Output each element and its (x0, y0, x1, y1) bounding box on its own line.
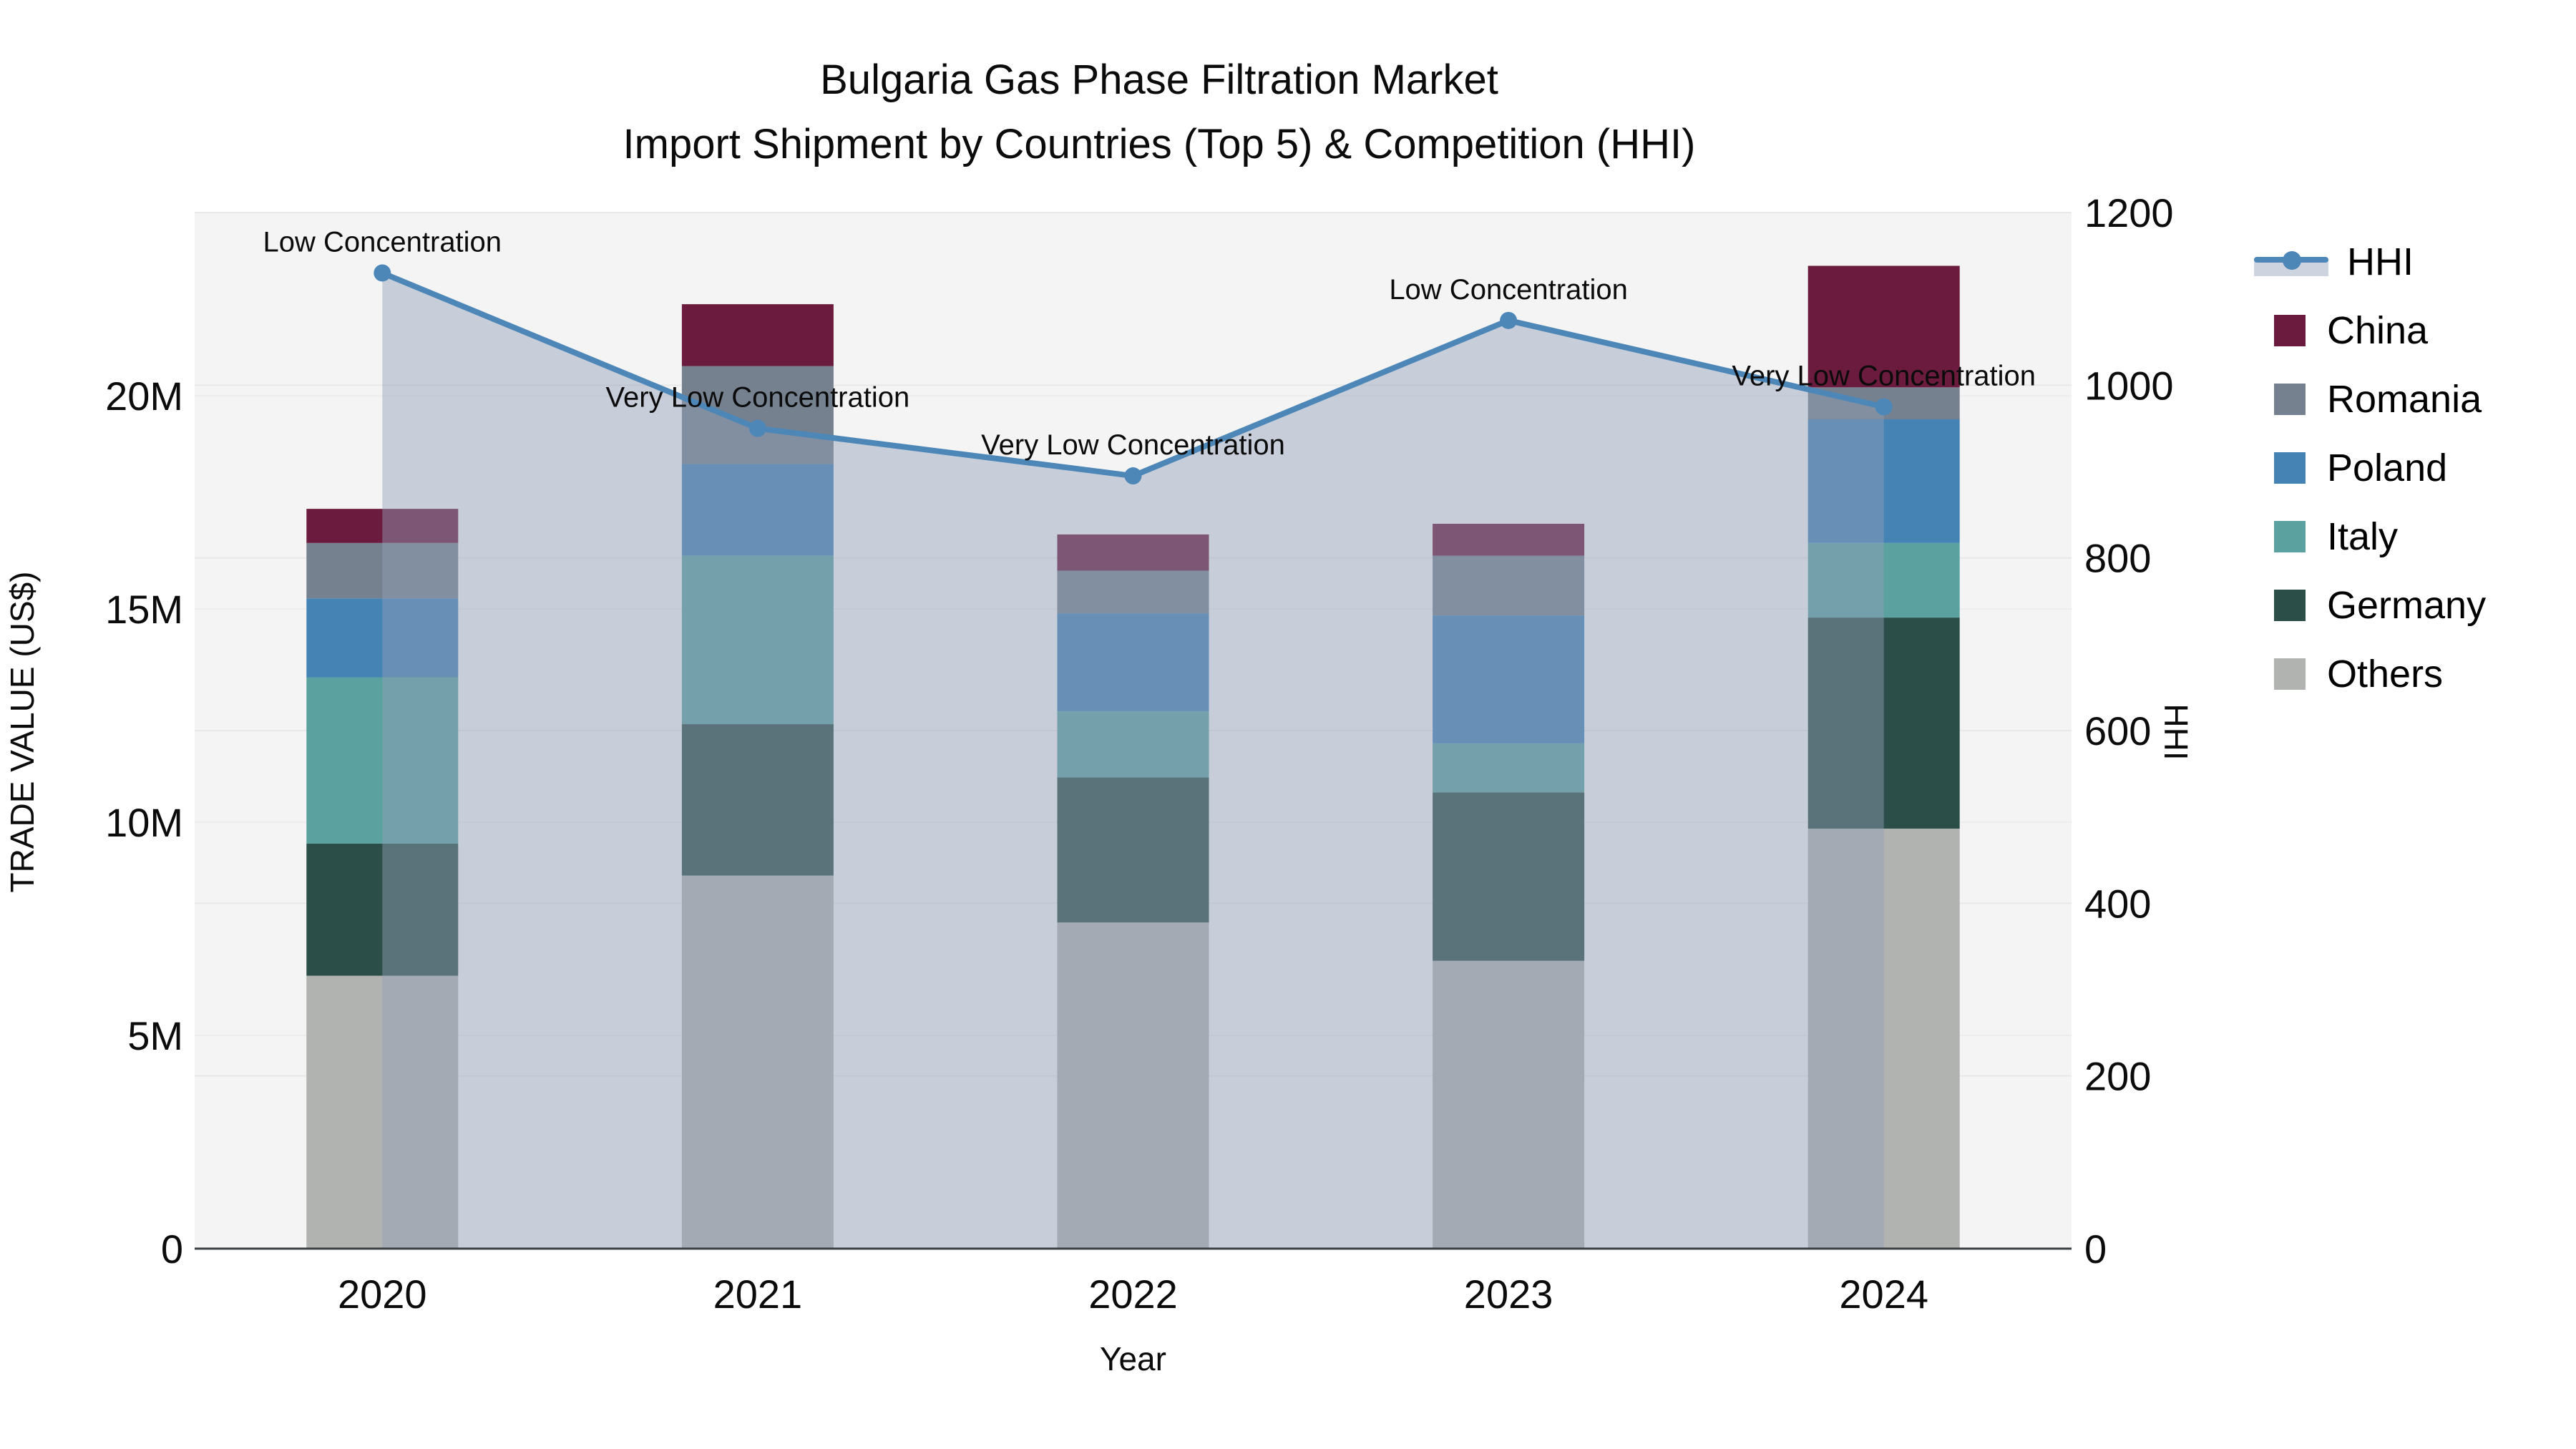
legend-swatch-poland (2274, 452, 2306, 484)
annotation-2022: Very Low Concentration (981, 429, 1285, 461)
hhi-marker-2020[interactable] (374, 264, 391, 282)
hhi-line-legend-icon (2254, 245, 2328, 279)
bar-segment-romania-2020[interactable] (306, 542, 459, 599)
annotation-2020: Low Concentration (263, 226, 502, 258)
bar-segment-others-2024[interactable] (1807, 829, 1960, 1249)
legend-label-poland: Poland (2327, 447, 2448, 489)
legend-item-others[interactable]: Others (2254, 640, 2486, 708)
bar-segment-others-2023[interactable] (1433, 960, 1585, 1249)
bar-segment-italy-2023[interactable] (1433, 743, 1585, 793)
bar-segment-china-2024[interactable] (1807, 265, 1960, 388)
left-tick-15M: 15M (105, 587, 183, 632)
annotation-2021: Very Low Concentration (606, 382, 910, 414)
bar-segment-italy-2024[interactable] (1807, 542, 1960, 618)
bar-segment-germany-2023[interactable] (1433, 792, 1585, 961)
bar-segment-others-2020[interactable] (306, 975, 459, 1249)
x-tick-2022: 2022 (1088, 1272, 1178, 1317)
legend-item-hhi[interactable]: HHI (2254, 228, 2486, 296)
left-tick-0: 0 (161, 1226, 183, 1272)
right-tick-800: 800 (2084, 536, 2151, 581)
bar-segment-poland-2022[interactable] (1057, 613, 1209, 712)
x-tick-2023: 2023 (1464, 1272, 1553, 1317)
right-y-axis-title: HHI (2157, 703, 2195, 761)
bar-segment-germany-2021[interactable] (681, 724, 834, 876)
left-tick-20M: 20M (105, 374, 183, 419)
bar-segment-germany-2020[interactable] (306, 843, 459, 976)
bar-segment-romania-2022[interactable] (1057, 570, 1209, 614)
right-tick-600: 600 (2084, 708, 2151, 753)
hhi-marker-2023[interactable] (1500, 311, 1518, 329)
hhi-marker-2021[interactable] (748, 419, 766, 437)
right-tick-0: 0 (2084, 1226, 2107, 1272)
bar-segment-china-2020[interactable] (306, 509, 459, 543)
legend: HHI China Romania Poland Italy Germany Others (2254, 228, 2486, 708)
chart-title-line1: Bulgaria Gas Phase Filtration Market (820, 57, 1498, 103)
bar-segment-poland-2024[interactable] (1807, 419, 1960, 543)
legend-swatch-others (2274, 658, 2306, 690)
annotation-2024: Very Low Concentration (1732, 361, 2036, 392)
left-tick-10M: 10M (105, 800, 183, 845)
right-tick-400: 400 (2084, 881, 2151, 926)
legend-item-germany[interactable]: Germany (2254, 571, 2486, 640)
legend-label-italy: Italy (2327, 515, 2399, 558)
left-tick-5M: 5M (127, 1013, 183, 1058)
bar-segment-italy-2022[interactable] (1057, 711, 1209, 778)
chart-title-line2: Import Shipment by Countries (Top 5) & C… (623, 121, 1696, 167)
legend-swatch-china (2274, 315, 2306, 346)
bar-segment-germany-2024[interactable] (1807, 618, 1960, 829)
legend-swatch-italy (2274, 521, 2306, 552)
bar-segment-poland-2020[interactable] (306, 598, 459, 678)
legend-item-romania[interactable]: Romania (2254, 365, 2486, 434)
x-tick-2021: 2021 (713, 1272, 803, 1317)
legend-swatch-germany (2274, 590, 2306, 621)
right-tick-200: 200 (2084, 1054, 2151, 1099)
hhi-marker-2024[interactable] (1875, 398, 1893, 416)
bar-segment-italy-2021[interactable] (681, 555, 834, 725)
legend-swatch-romania (2274, 384, 2306, 415)
annotation-2023: Low Concentration (1389, 274, 1628, 306)
bar-segment-italy-2020[interactable] (306, 677, 459, 844)
x-tick-2024: 2024 (1839, 1272, 1928, 1317)
right-tick-1200: 1200 (2084, 190, 2174, 235)
bar-segment-china-2023[interactable] (1433, 523, 1585, 556)
bar-segment-others-2022[interactable] (1057, 922, 1209, 1249)
bar-segment-germany-2022[interactable] (1057, 777, 1209, 923)
legend-label-china: China (2327, 309, 2429, 352)
bar-segment-poland-2021[interactable] (681, 464, 834, 556)
bar-segment-poland-2023[interactable] (1433, 615, 1585, 743)
legend-label-romania: Romania (2327, 378, 2482, 421)
bar-segment-romania-2023[interactable] (1433, 555, 1585, 616)
x-axis-title: Year (1100, 1340, 1166, 1377)
legend-item-china[interactable]: China (2254, 296, 2486, 365)
legend-item-italy[interactable]: Italy (2254, 502, 2486, 571)
legend-label-germany: Germany (2327, 584, 2487, 627)
bar-segment-china-2022[interactable] (1057, 534, 1209, 571)
x-tick-2020: 2020 (338, 1272, 427, 1317)
bar-segment-others-2021[interactable] (681, 875, 834, 1249)
bar-segment-romania-2021[interactable] (681, 366, 834, 464)
legend-item-poland[interactable]: Poland (2254, 434, 2486, 502)
legend-label-others: Others (2327, 653, 2444, 696)
legend-label-hhi: HHI (2347, 240, 2414, 283)
hhi-area-fill (382, 273, 1884, 1249)
hhi-marker-2022[interactable] (1124, 467, 1142, 485)
bar-segment-china-2021[interactable] (681, 304, 834, 366)
right-tick-1000: 1000 (2084, 363, 2174, 408)
left-y-axis-title: TRADE VALUE (US$) (4, 571, 41, 893)
